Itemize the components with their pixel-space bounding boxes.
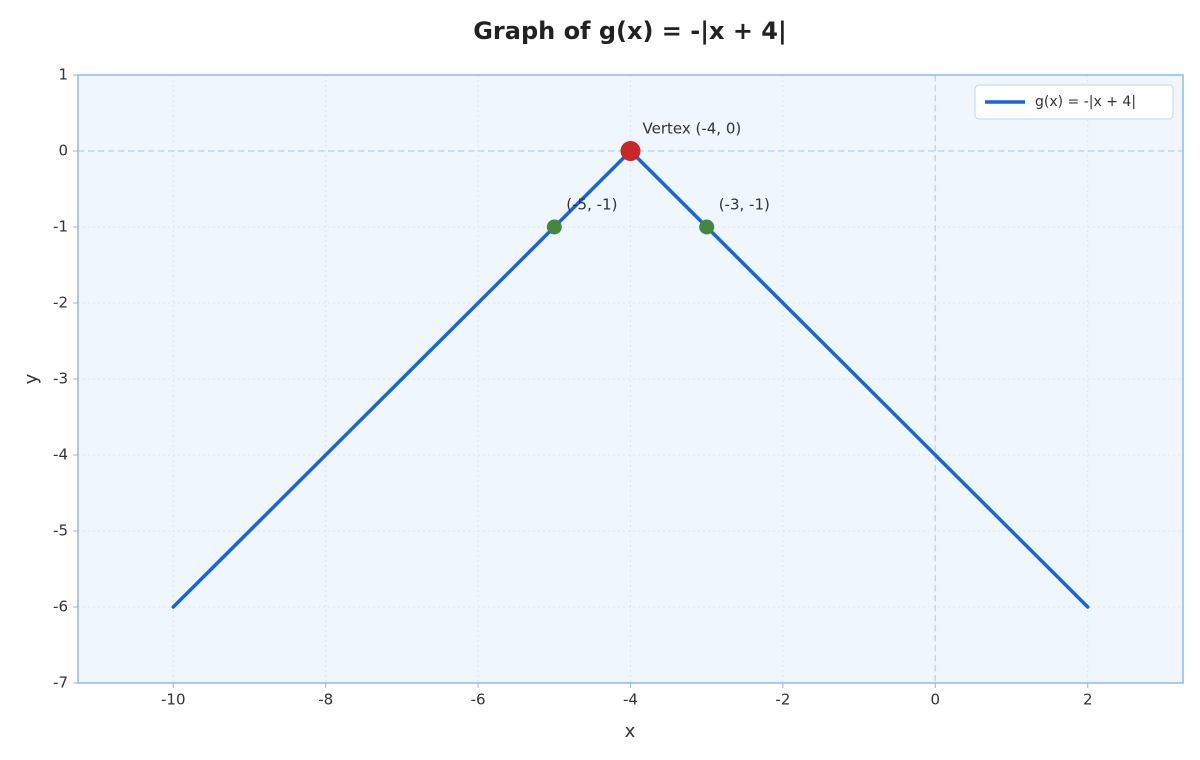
y-axis-label: y — [21, 373, 42, 384]
x-tick-label: -6 — [471, 691, 486, 709]
y-tick-label: -6 — [53, 598, 68, 616]
chart-title: Graph of g(x) = -|x + 4| — [473, 17, 787, 45]
point-label: Vertex (-4, 0) — [643, 120, 742, 138]
x-tick-label: -2 — [775, 691, 790, 709]
point — [546, 219, 562, 235]
y-tick-label: 0 — [58, 142, 68, 160]
x-axis-label: x — [625, 721, 636, 742]
plot-frame — [77, 74, 1184, 684]
y-tick-label: -3 — [53, 370, 68, 388]
point-label: (-3, -1) — [719, 196, 770, 214]
x-tick-label: 0 — [931, 691, 941, 709]
x-tick-label: -4 — [623, 691, 638, 709]
legend-box — [974, 84, 1174, 120]
legend-label: g(x) = -|x + 4| — [1035, 94, 1136, 110]
y-tick-label: -5 — [53, 522, 68, 540]
y-tick-label: 1 — [58, 66, 68, 84]
point-label: (-5, -1) — [566, 196, 617, 214]
y-tick-label: -2 — [53, 294, 68, 312]
x-tick-label: 2 — [1083, 691, 1093, 709]
y-tick-label: -1 — [53, 218, 68, 236]
y-tick-label: -7 — [53, 674, 68, 692]
x-tick-label: -8 — [318, 691, 333, 709]
point — [620, 141, 641, 161]
y-tick-label: -4 — [53, 446, 68, 464]
point — [699, 219, 715, 235]
x-tick-label: -10 — [161, 691, 186, 709]
